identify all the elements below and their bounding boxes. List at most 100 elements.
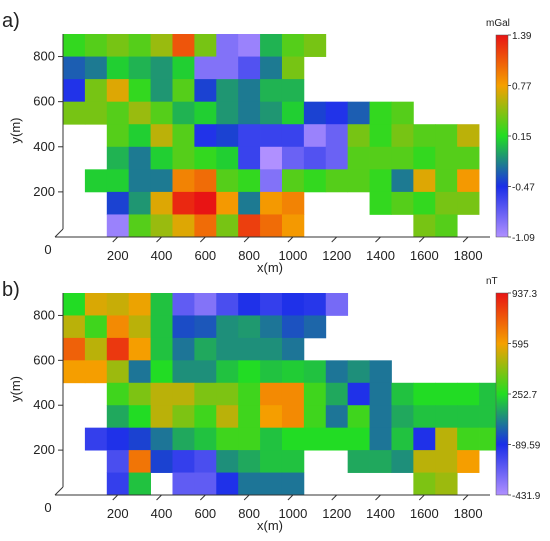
y-tick-label: 200 — [33, 184, 55, 199]
x-tick — [375, 494, 381, 501]
colorbar — [495, 34, 509, 238]
x-tick-label: 600 — [194, 248, 216, 263]
x-tick-label: 600 — [194, 506, 216, 521]
heatmap-cell — [238, 337, 261, 361]
heatmap-cell — [194, 124, 217, 148]
heatmap-cell — [369, 146, 392, 170]
heatmap-cell — [281, 146, 305, 170]
heatmap-cell — [150, 293, 173, 316]
heatmap-cell — [281, 450, 305, 473]
heatmap-cell — [435, 191, 458, 215]
x-tick — [156, 236, 162, 243]
x-tick-label: 800 — [238, 506, 260, 521]
heatmap-cell — [325, 124, 349, 148]
axis-corner — [54, 228, 64, 238]
heatmap-cell — [194, 191, 217, 215]
heatmap-cell — [106, 169, 130, 193]
heatmap-cell — [150, 337, 173, 361]
heatmap-cell — [194, 56, 217, 80]
heatmap-cell — [106, 34, 130, 57]
heatmap-cell — [303, 124, 327, 148]
heatmap-cell — [150, 56, 173, 80]
heatmap-cell — [172, 101, 195, 125]
heatmap-cell — [216, 472, 239, 496]
axis-lines — [55, 293, 490, 496]
heatmap-cell — [172, 337, 195, 361]
colorbar — [495, 292, 509, 496]
heatmap-cell — [413, 191, 436, 215]
heatmap-cell — [128, 34, 151, 57]
heatmap-cell — [172, 79, 195, 103]
heatmap-cell — [281, 382, 305, 406]
x-axis-label: x(m) — [257, 260, 283, 275]
heatmap-cell — [413, 472, 436, 496]
heatmap-cell — [281, 79, 305, 103]
heatmap-cell — [413, 169, 436, 193]
heatmap-cell — [238, 360, 261, 384]
heatmap-cell — [391, 450, 414, 473]
heatmap-cell — [194, 382, 217, 406]
heatmap-cell — [106, 315, 130, 339]
heatmap-cell — [216, 214, 239, 238]
x-tick-label: 1200 — [322, 248, 351, 263]
heatmap-cell — [216, 191, 239, 215]
y-tick-label: 200 — [33, 442, 55, 457]
heatmap-cell — [128, 382, 151, 406]
heatmap-cell — [260, 169, 283, 193]
colorbar-tick-label: -1.09 — [512, 233, 535, 244]
heatmap-cell — [391, 124, 414, 148]
heatmap-cell — [106, 214, 130, 238]
heatmap-cell — [172, 34, 195, 57]
heatmap-cell — [457, 405, 480, 429]
heatmap-cell — [260, 124, 283, 148]
heatmap-cell — [194, 472, 217, 496]
heatmap-cell — [325, 382, 349, 406]
heatmap-cell — [391, 382, 414, 406]
x-tick-label: 800 — [238, 248, 260, 263]
heatmap-cell — [194, 360, 217, 384]
heatmap-cell — [391, 169, 414, 193]
heatmap-cell — [128, 101, 151, 125]
heatmap-cell — [238, 146, 261, 170]
heatmap-cell — [172, 191, 195, 215]
colorbar-tick-label: -89.59 — [512, 441, 541, 452]
x-tick — [287, 236, 294, 243]
heatmap-cell — [391, 101, 414, 125]
y-tick-label: 600 — [33, 94, 55, 109]
heatmap-cell — [172, 472, 195, 496]
heatmap-cell — [194, 34, 217, 57]
heatmap-cell — [303, 169, 327, 193]
heatmap-cell — [325, 101, 349, 125]
heatmap-cell — [260, 191, 283, 215]
heatmap-cell — [325, 360, 349, 384]
heatmap-cell — [238, 405, 261, 429]
heatmap-cell — [369, 405, 392, 429]
heatmap-cell — [238, 427, 261, 451]
heatmap-cell — [84, 34, 108, 57]
heatmap-cell — [150, 405, 173, 429]
heatmap-cell — [63, 56, 86, 80]
heatmap-cell — [84, 56, 108, 80]
heatmap-cell — [172, 382, 195, 406]
heatmap-cell — [435, 382, 458, 406]
heatmap-cell — [260, 56, 283, 80]
heatmap-cell — [63, 79, 86, 103]
heatmap-cell — [457, 124, 480, 148]
heatmap-cell — [457, 427, 480, 451]
heatmap-cell — [413, 450, 436, 473]
heatmap-cell — [369, 169, 392, 193]
colorbar-tick-label: 595 — [512, 340, 529, 351]
heatmap-cell — [303, 146, 327, 170]
heatmap-cell — [238, 56, 261, 80]
heatmap-cell — [457, 382, 480, 406]
heatmap-cell — [260, 382, 283, 406]
heatmap-cell — [413, 214, 436, 238]
heatmap-cell — [260, 337, 283, 361]
heatmap-cell — [303, 101, 327, 125]
heatmap-cell — [106, 101, 130, 125]
x-tick — [418, 236, 425, 243]
heatmap-cell — [281, 472, 305, 496]
x-tick — [462, 494, 469, 501]
heatmap-cell — [216, 450, 239, 473]
heatmap-cell — [260, 293, 283, 316]
